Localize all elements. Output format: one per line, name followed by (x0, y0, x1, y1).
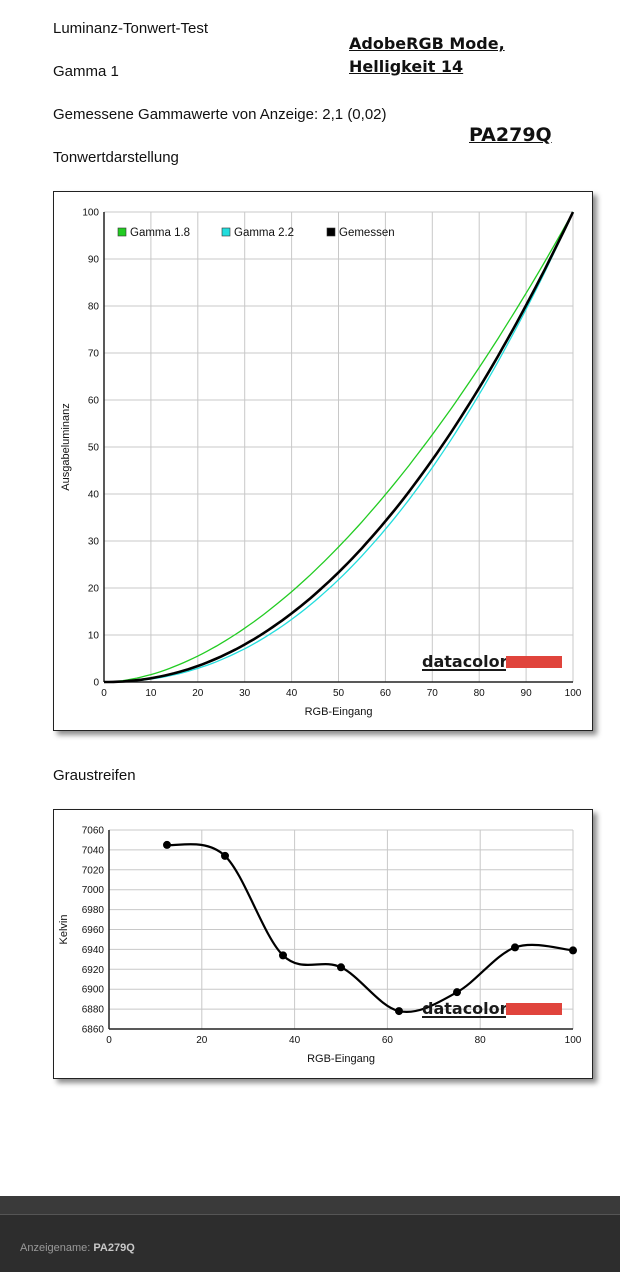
y-tick-label: 30 (88, 537, 100, 548)
kelvin-series-line (166, 843, 574, 1013)
section-title-gray: Graustreifen (53, 767, 136, 784)
y-tick-label: 90 (88, 255, 100, 266)
series-line-gamma-1-8 (103, 211, 574, 683)
chart-legend: Gamma 1.8 Gamma 2.2 Gemessen (117, 227, 395, 239)
x-axis-title: RGB-Eingang (307, 1053, 375, 1065)
x-tick-label: 40 (289, 1035, 301, 1046)
kelvin-data-point (163, 840, 171, 849)
tone-chart: 0 10 20 30 40 50 60 70 80 90 100 0 10 20 30 40 50 60 70 80 9… (60, 208, 582, 719)
x-tick-label: 0 (101, 688, 107, 699)
legend-swatch (326, 227, 336, 237)
datacolor-logo: datacolor (422, 652, 562, 671)
y-tick-label: 80 (88, 302, 100, 313)
x-tick-label: 40 (286, 688, 298, 699)
legend-label: Gamma 2.2 (234, 227, 294, 239)
y-tick-label: 7000 (82, 885, 105, 896)
y-tick-label: 7040 (82, 845, 105, 856)
x-tick-label: 50 (333, 688, 345, 699)
status-bar-divider (0, 1196, 620, 1215)
y-tick-label: 6980 (82, 905, 105, 916)
y-tick-label: 6880 (82, 1005, 105, 1016)
x-tick-label: 20 (196, 1035, 208, 1046)
display-name: Anzeigename: PA279Q (20, 1242, 135, 1254)
series-line-gemessen (104, 211, 575, 684)
gray-chart: 0 20 40 60 80 100 6860 6880 6900 6920 6940 6960 6980… (58, 826, 582, 1066)
kelvin-data-point (453, 988, 461, 997)
y-axis-title: Ausgabeluminanz (60, 403, 72, 490)
measured-gamma: Gemessene Gammawerte von Anzeige: 2,1 (0… (53, 106, 387, 123)
y-tick-label: 20 (88, 584, 100, 595)
kelvin-data-point (221, 851, 229, 860)
datacolor-logo-bar (506, 656, 562, 668)
legend-swatch (221, 227, 231, 237)
kelvin-data-point (511, 943, 519, 952)
y-tick-label: 70 (88, 349, 100, 360)
y-tick-label: 50 (88, 443, 100, 454)
display-name-value: PA279Q (93, 1242, 135, 1254)
x-tick-label: 30 (239, 688, 251, 699)
datacolor-logo: datacolor (422, 999, 562, 1018)
legend-swatch (117, 227, 127, 237)
y-tick-label: 6900 (82, 985, 105, 996)
y-tick-label: 6860 (82, 1025, 105, 1036)
x-tick-label: 10 (145, 688, 157, 699)
series-line-gamma-2-2 (104, 211, 574, 683)
y-tick-label: 40 (88, 490, 100, 501)
section-title-tone: Tonwertdarstellung (53, 149, 179, 166)
y-tick-label: 0 (93, 678, 99, 689)
annotation-model: PA279Q (469, 124, 552, 146)
y-tick-label: 7020 (82, 865, 105, 876)
x-tick-label: 60 (382, 1035, 394, 1046)
datacolor-logo-underline (422, 669, 506, 671)
kelvin-data-point (279, 951, 287, 960)
y-tick-label: 6960 (82, 925, 105, 936)
x-tick-label: 80 (475, 1035, 487, 1046)
x-axis-title: RGB-Eingang (305, 706, 373, 718)
datacolor-logo-bar (506, 1003, 562, 1015)
x-tick-label: 100 (565, 688, 582, 699)
x-tick-label: 60 (380, 688, 392, 699)
y-tick-label: 7060 (82, 826, 105, 837)
datacolor-logo-text: datacolor (422, 999, 508, 1018)
x-tick-label: 20 (192, 688, 204, 699)
annotation-brightness: Helligkeit 14 (349, 57, 464, 76)
kelvin-data-point (337, 963, 345, 972)
x-tick-label: 100 (565, 1035, 582, 1046)
x-tick-label: 90 (521, 688, 533, 699)
gamma-setting: Gamma 1 (53, 63, 119, 80)
legend-label: Gamma 1.8 (130, 227, 190, 239)
legend-label: Gemessen (339, 227, 395, 239)
annotation-mode: AdobeRGB Mode, (349, 34, 505, 53)
y-tick-label: 6940 (82, 945, 105, 956)
display-name-label: Anzeigename: (20, 1242, 91, 1254)
x-tick-label: 0 (106, 1035, 112, 1046)
status-bar: Anzeigename: PA279Q (0, 1196, 620, 1272)
report-title: Luminanz-Tonwert-Test (53, 20, 209, 37)
y-tick-label: 100 (82, 208, 99, 219)
y-axis-title: Kelvin (58, 915, 70, 945)
y-tick-label: 10 (88, 631, 100, 642)
x-tick-label: 80 (474, 688, 486, 699)
datacolor-logo-underline (422, 1016, 506, 1018)
y-tick-label: 60 (88, 396, 100, 407)
tone-chart-panel: 0 10 20 30 40 50 60 70 80 90 100 0 10 20 30 40 50 60 70 80 9… (53, 191, 593, 731)
gray-chart-panel: 0 20 40 60 80 100 6860 6880 6900 6920 6940 6960 6980… (53, 809, 593, 1079)
y-tick-label: 6920 (82, 965, 105, 976)
kelvin-data-point (569, 946, 577, 955)
datacolor-logo-text: datacolor (422, 652, 508, 671)
x-tick-label: 70 (427, 688, 439, 699)
kelvin-data-point (395, 1007, 403, 1016)
